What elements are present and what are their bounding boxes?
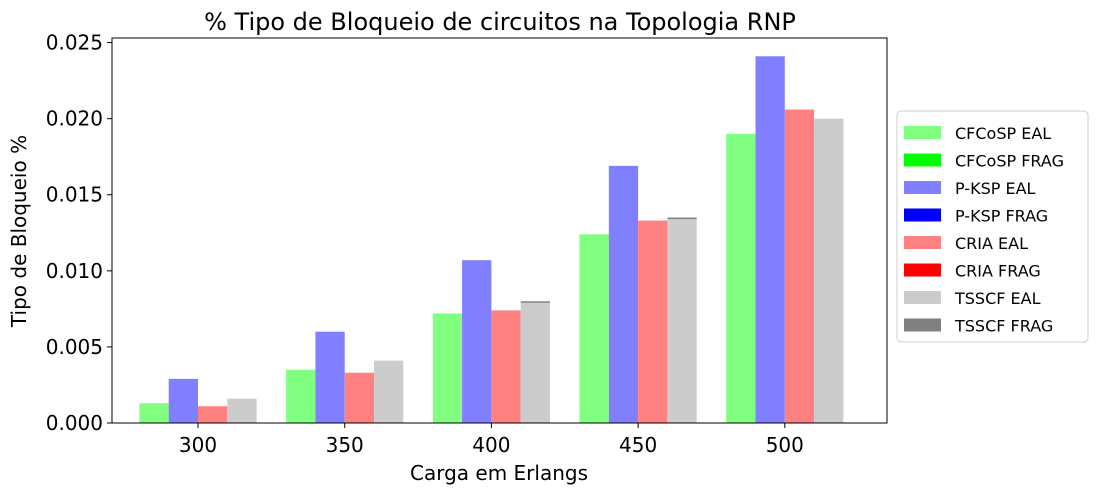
bar-p-ksp-eal-350	[315, 331, 345, 423]
x-tick-label: 350	[326, 433, 364, 457]
bar-p-ksp-eal-300	[168, 378, 198, 423]
y-tick-label: 0.025	[46, 31, 103, 55]
legend-swatch	[904, 236, 941, 249]
bar-p-ksp-eal-500	[755, 56, 785, 423]
legend: CFCoSP EAL CFCoSP FRAG P-KSP EAL P-KSP FRAG…	[896, 110, 1089, 343]
legend-swatch	[904, 291, 941, 304]
legend-label: CRIA EAL	[955, 234, 1028, 253]
bar-p-ksp-eal-450	[608, 165, 639, 423]
legend-swatch	[904, 181, 941, 194]
y-axis-label: Tipo de Bloqueio %	[7, 135, 31, 328]
x-axis: 300 350 400 450 500	[179, 423, 804, 457]
legend-swatch	[904, 153, 941, 167]
bar-tsscf-frag-400	[520, 301, 550, 303]
x-tick-label: 450	[619, 433, 657, 457]
legend-box	[896, 110, 1089, 343]
bar-tsscf-eal-300	[227, 398, 257, 423]
bar-cfcosp-eal-400	[432, 313, 463, 423]
y-tick-label: 0.005	[46, 335, 103, 359]
bar-cria-eal-350	[344, 372, 374, 423]
bar-cria-eal-400	[491, 310, 521, 423]
chart-title: % Tipo de Bloqueio de circuitos na Topol…	[204, 8, 796, 36]
legend-label: P-KSP EAL	[955, 179, 1036, 198]
bar-tsscf-eal-450	[667, 219, 697, 423]
legend-swatch	[904, 126, 941, 139]
legend-label: CFCoSP EAL	[955, 124, 1051, 143]
legend-label: TSSCF FRAG	[954, 317, 1053, 336]
x-tick-label: 400	[472, 433, 510, 457]
legend-label: P-KSP FRAG	[955, 207, 1048, 226]
legend-swatch	[904, 208, 941, 222]
x-tick-label: 300	[179, 433, 217, 457]
bar-cria-eal-450	[638, 220, 668, 423]
legend-swatch	[904, 318, 941, 332]
bar-cfcosp-eal-300	[139, 403, 169, 423]
plot-area	[111, 37, 888, 424]
x-tick-label: 500	[766, 433, 804, 457]
bar-cfcosp-eal-500	[726, 133, 756, 423]
y-tick-label: 0.020	[46, 107, 103, 131]
bar-cria-eal-300	[198, 406, 228, 423]
bar-tsscf-frag-450	[667, 217, 697, 220]
y-axis: 0.000 0.005 0.010 0.015 0.020 0.025	[46, 31, 112, 435]
bar-cfcosp-eal-450	[579, 234, 609, 423]
bar-tsscf-eal-400	[520, 302, 550, 423]
bar-cria-eal-500	[784, 109, 815, 424]
bar-tsscf-eal-350	[374, 360, 404, 423]
bar-tsscf-eal-500	[814, 118, 844, 424]
legend-label: CRIA FRAG	[955, 262, 1041, 281]
legend-swatch	[904, 263, 941, 277]
y-tick-label: 0.010	[46, 259, 103, 283]
bar-p-ksp-eal-400	[462, 260, 492, 423]
legend-label: TSSCF EAL	[954, 289, 1041, 308]
legend-label: CFCoSP FRAG	[955, 152, 1064, 171]
plot-frame	[111, 37, 888, 424]
x-axis-label: Carga em Erlangs	[410, 461, 588, 485]
bar-cfcosp-eal-350	[286, 369, 316, 423]
y-tick-label: 0.000	[46, 411, 103, 435]
y-tick-label: 0.015	[46, 183, 103, 207]
